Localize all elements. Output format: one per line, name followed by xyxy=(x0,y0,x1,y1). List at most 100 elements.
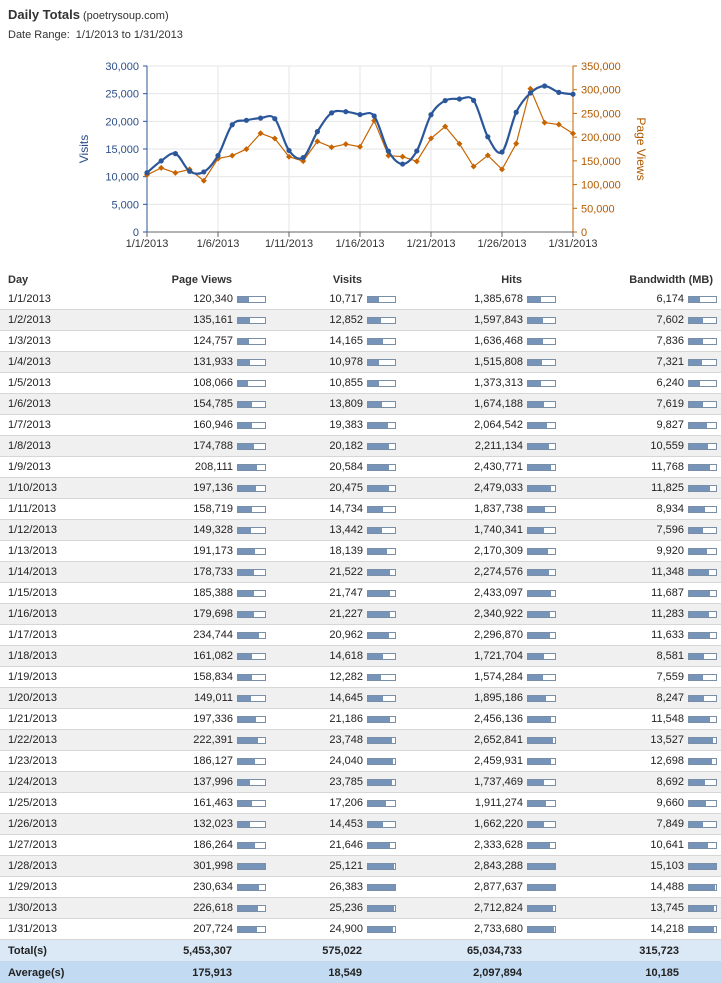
value-bar xyxy=(237,589,266,597)
day-cell: 1/16/2013 xyxy=(0,603,120,625)
bandwidth-value: 11,825 xyxy=(651,482,684,494)
y-right-tick-label: 100,000 xyxy=(581,180,621,192)
value-bar-fill xyxy=(238,716,256,722)
visits-cell: 24,900 xyxy=(270,918,400,940)
date-range-value: 1/1/2013 to 1/31/2013 xyxy=(75,29,183,41)
value-bar-fill xyxy=(528,506,546,512)
value-bar-fill xyxy=(689,527,703,533)
y-left-axis-title: Visits xyxy=(77,135,91,163)
value-bar-fill xyxy=(689,758,712,764)
value-bar-fill xyxy=(238,422,253,428)
visits-cell: 12,282 xyxy=(270,666,400,688)
value-bar xyxy=(688,400,717,408)
value-bar xyxy=(237,862,266,870)
hits-value: 1,597,843 xyxy=(474,314,523,326)
value-bar-fill xyxy=(689,590,710,596)
value-bar-fill xyxy=(689,611,710,617)
visits-point xyxy=(485,134,491,140)
value-bar xyxy=(527,673,556,681)
bandwidth-cell: 10,559 xyxy=(560,435,721,457)
x-tick-label: 1/16/2013 xyxy=(336,238,385,250)
page-views-point xyxy=(456,140,463,147)
value-bar xyxy=(527,610,556,618)
value-bar-fill xyxy=(368,422,388,428)
page-views-cell: 108,066 xyxy=(120,372,270,394)
table-row: 1/3/2013 124,757 14,165 1,636,468 7,836 xyxy=(0,330,721,352)
value-bar xyxy=(527,358,556,366)
visits-value: 24,900 xyxy=(329,923,363,935)
value-bar-fill xyxy=(238,569,254,575)
bandwidth-cell: 15,103 xyxy=(560,855,721,877)
value-bar xyxy=(367,421,396,429)
visits-cell: 24,040 xyxy=(270,750,400,772)
value-bar-fill xyxy=(238,464,257,470)
page-views-cell: 149,328 xyxy=(120,519,270,541)
value-bar-fill xyxy=(528,338,544,344)
page-views-value: 208,111 xyxy=(194,461,233,473)
day-cell: 1/9/2013 xyxy=(0,456,120,478)
hits-cell: 1,597,843 xyxy=(400,309,560,331)
page-views-cell: 186,127 xyxy=(120,750,270,772)
hits-value: 1,721,704 xyxy=(474,650,523,662)
hits-cell: 2,296,870 xyxy=(400,624,560,646)
value-bar xyxy=(527,442,556,450)
value-bar xyxy=(688,547,717,555)
visits-cell: 14,453 xyxy=(270,813,400,835)
hits-cell: 1,674,188 xyxy=(400,393,560,415)
hits-cell: 1,721,704 xyxy=(400,645,560,667)
value-bar xyxy=(237,778,266,786)
page-views-point xyxy=(428,135,434,142)
day-cell: 1/8/2013 xyxy=(0,435,120,457)
hits-value: 1,662,220 xyxy=(474,818,523,830)
value-bar xyxy=(688,463,717,471)
visits-value: 14,453 xyxy=(329,818,363,830)
value-bar xyxy=(367,526,396,534)
visits-cell: 20,475 xyxy=(270,477,400,499)
visits-cell: 20,962 xyxy=(270,624,400,646)
visits-point xyxy=(215,152,221,159)
averages-label: Average(s) xyxy=(0,961,120,983)
page-views-point xyxy=(257,130,264,137)
value-bar-fill xyxy=(528,317,544,323)
averages-page-views: 175,913 xyxy=(120,961,270,983)
day-cell: 1/24/2013 xyxy=(0,771,120,793)
hits-value: 2,064,542 xyxy=(474,419,523,431)
bandwidth-value: 11,633 xyxy=(651,629,684,641)
visits-point xyxy=(456,96,462,102)
value-bar-fill xyxy=(528,758,551,764)
value-bar xyxy=(527,589,556,597)
table-row: 1/4/2013 131,933 10,978 1,515,808 7,321 xyxy=(0,351,721,373)
day-cell: 1/2/2013 xyxy=(0,309,120,331)
value-bar xyxy=(237,358,266,366)
page-views-point xyxy=(357,143,363,150)
visits-value: 20,475 xyxy=(329,482,363,494)
value-bar-fill xyxy=(368,821,383,827)
value-bar-fill xyxy=(368,842,391,848)
day-cell: 1/13/2013 xyxy=(0,540,120,562)
day-cell: 1/19/2013 xyxy=(0,666,120,688)
bandwidth-cell: 10,641 xyxy=(560,834,721,856)
value-bar-fill xyxy=(689,569,710,575)
value-bar xyxy=(367,316,396,324)
table-row: 1/23/2013 186,127 24,040 2,459,931 12,698 xyxy=(0,750,721,772)
value-bar-fill xyxy=(368,758,393,764)
value-bar-fill xyxy=(689,884,715,890)
hits-cell: 1,740,341 xyxy=(400,519,560,541)
y-right-tick-label: 350,000 xyxy=(581,61,621,73)
value-bar xyxy=(527,295,556,303)
report-header: Daily Totals (poetrysoup.com) xyxy=(8,6,169,24)
visits-value: 14,734 xyxy=(329,503,363,515)
page-views-cell: 132,023 xyxy=(120,813,270,835)
value-bar-fill xyxy=(238,506,253,512)
table-row: 1/19/2013 158,834 12,282 1,574,284 7,559 xyxy=(0,666,721,688)
value-bar xyxy=(237,904,266,912)
page-views-cell: 120,340 xyxy=(120,289,270,310)
bandwidth-value: 7,836 xyxy=(656,335,684,347)
hits-value: 2,652,841 xyxy=(474,734,523,746)
y-left-tick-label: 15,000 xyxy=(105,144,139,156)
hits-cell: 1,636,468 xyxy=(400,330,560,352)
value-bar-fill xyxy=(689,842,708,848)
y-right-tick-label: 50,000 xyxy=(581,203,615,215)
day-cell: 1/28/2013 xyxy=(0,855,120,877)
page-views-point xyxy=(328,144,335,151)
